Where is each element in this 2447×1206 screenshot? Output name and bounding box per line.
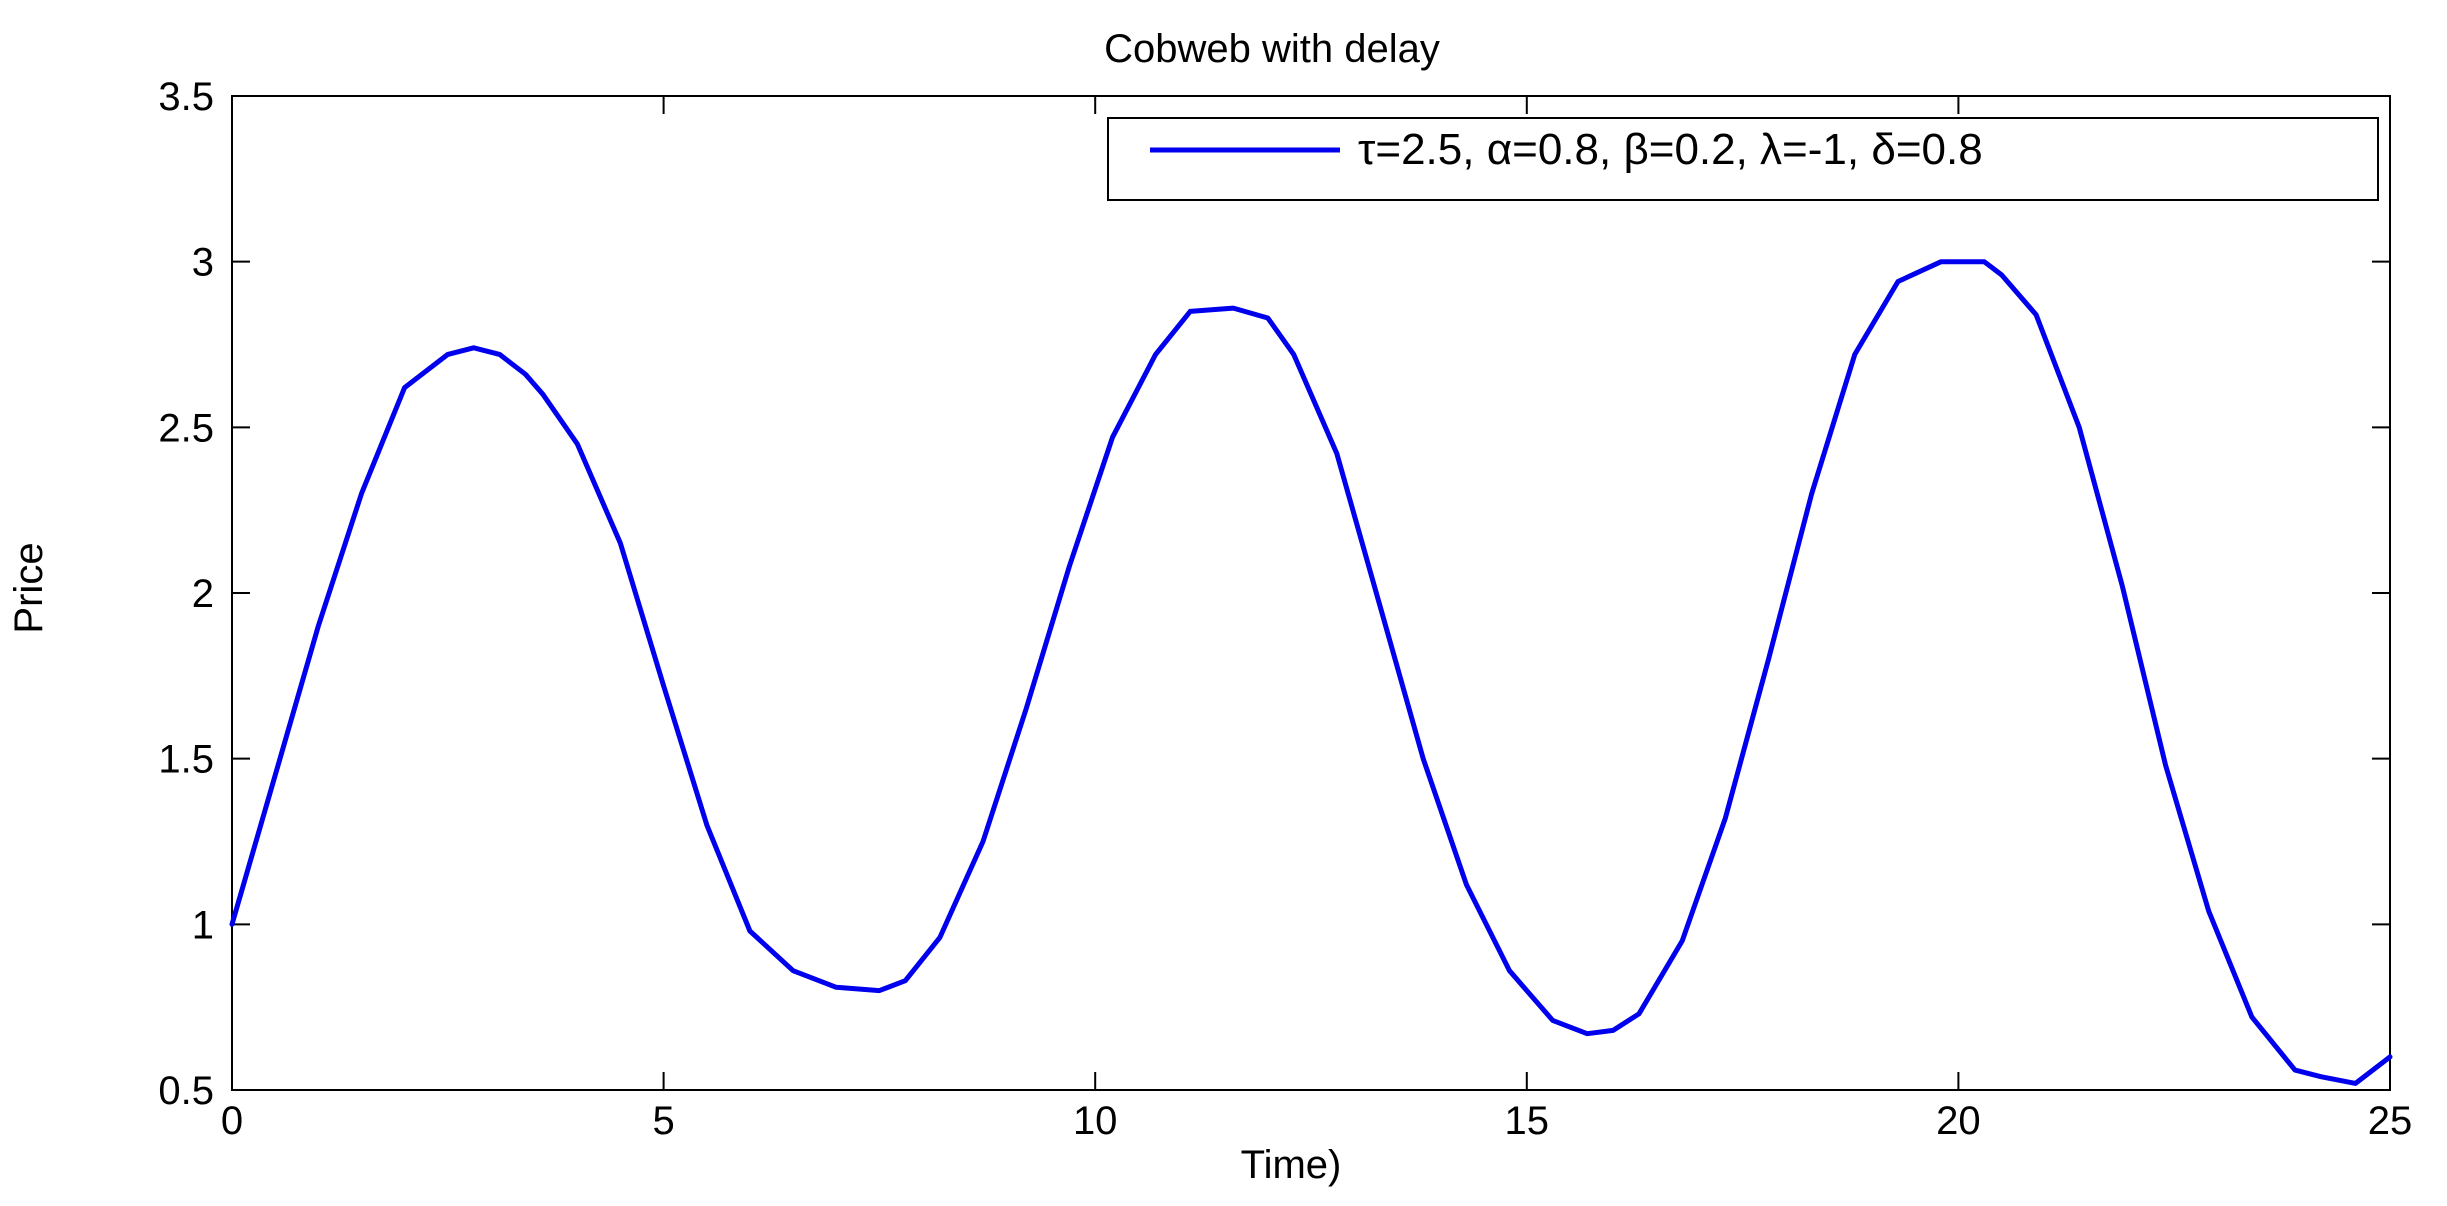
x-tick-label: 20 xyxy=(1936,1099,1981,1143)
legend: τ=2.5, α=0.8, β=0.2, λ=-1, δ=0.8 xyxy=(1107,117,2379,201)
y-tick-label: 3.5 xyxy=(158,75,214,119)
x-tick-label: 10 xyxy=(1073,1099,1118,1143)
x-tick-label: 0 xyxy=(221,1099,243,1143)
y-tick-label: 2.5 xyxy=(158,406,214,450)
y-tick-label: 3 xyxy=(192,241,214,285)
y-tick-label: 0.5 xyxy=(158,1069,214,1113)
y-axis: 0.5 1 1.5 2 2.5 3 3.5 xyxy=(158,75,2390,1113)
chart-title: Cobweb with delay xyxy=(1104,27,1440,71)
x-axis: 0 5 10 15 20 25 xyxy=(221,96,2412,1143)
x-tick-label: 15 xyxy=(1505,1099,1550,1143)
y-tick-label: 2 xyxy=(192,572,214,616)
y-tick-label: 1.5 xyxy=(158,738,214,782)
legend-label: τ=2.5, α=0.8, β=0.2, λ=-1, δ=0.8 xyxy=(1358,125,1983,174)
y-axis-label: Price xyxy=(7,542,51,633)
x-tick-label: 5 xyxy=(652,1099,674,1143)
x-axis-label: Time) xyxy=(1241,1143,1342,1187)
legend-box xyxy=(1107,117,2379,201)
series-line xyxy=(229,259,2393,1086)
y-tick-label: 1 xyxy=(192,903,214,947)
x-tick-label: 25 xyxy=(2368,1099,2413,1143)
